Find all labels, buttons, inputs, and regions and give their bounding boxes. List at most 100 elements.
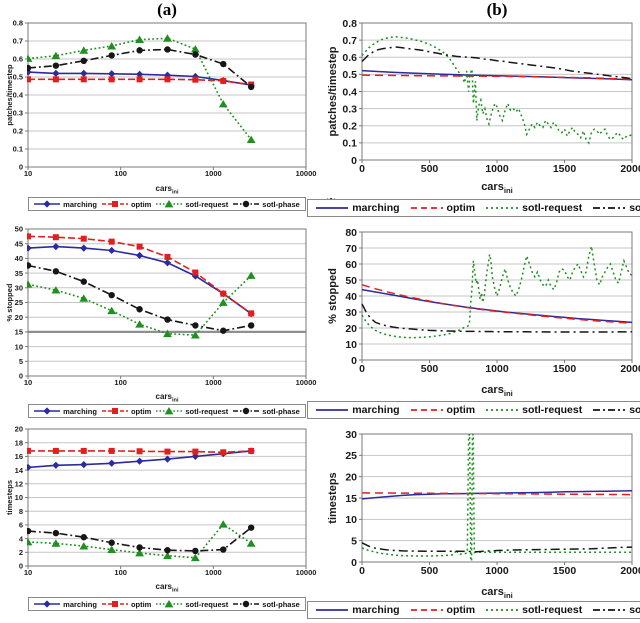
legend-sample-optim [101, 201, 128, 207]
legend-item-sotl-request: sotl-request [486, 404, 582, 416]
svg-text:50: 50 [15, 225, 23, 234]
legend-label-sotl-request: sotl-request [185, 599, 229, 609]
legend-item-sotl-request: sotl-request [156, 406, 228, 416]
svg-text:60: 60 [345, 259, 357, 271]
svg-text:40: 40 [345, 291, 357, 303]
svg-text:10000: 10000 [296, 568, 317, 577]
x-axis-label-b-ii: carsini [362, 384, 632, 398]
legend-sample-marching [34, 200, 61, 208]
legend-a-iii: marching optim sotl-request sotl-phase [28, 597, 306, 611]
svg-text:5: 5 [19, 357, 23, 366]
svg-text:0.7: 0.7 [13, 37, 23, 46]
legend-label-marching: marching [63, 199, 97, 209]
svg-text:0.3: 0.3 [13, 109, 23, 118]
legend-sample-sotl-request [156, 600, 183, 608]
x-axis-label-base: cars [481, 586, 504, 598]
x-axis-label-b-i: carsini [362, 181, 632, 195]
svg-text:10: 10 [15, 493, 23, 502]
svg-text:1500: 1500 [553, 163, 577, 175]
series-sotl-request [361, 35, 633, 145]
x-axis-label-base: cars [155, 184, 172, 193]
chart-a-i: 0 0.1 0.2 0.3 0.4 0.5 0.6 0.7 0.8 10 100 1000 10000 [13, 19, 317, 178]
svg-text:70: 70 [345, 243, 357, 255]
legend-sample-optim [410, 409, 443, 411]
svg-text:30: 30 [345, 429, 357, 441]
svg-text:14: 14 [15, 466, 24, 475]
x-axis-label-sub: ini [503, 591, 513, 601]
chart-a-ii: 0 5 10 15 20 25 30 35 40 45 50 10 100 1000 10000 [15, 225, 317, 387]
legend-item-sotl-phase: sotl-phase [593, 604, 640, 616]
svg-text:50: 50 [345, 275, 357, 287]
legend-box: marching optim sotl-request sotl-phase [28, 404, 306, 418]
markers-sotl-phase [27, 524, 255, 555]
svg-text:1000: 1000 [485, 363, 509, 375]
y-axis-label-a-iii: timesteps [5, 480, 14, 516]
svg-text:20: 20 [345, 323, 357, 335]
svg-text:40: 40 [15, 254, 23, 263]
svg-text:0: 0 [359, 363, 365, 375]
column-title-b: (b) [486, 0, 508, 19]
x-axis-label-base: cars [155, 392, 172, 401]
markers-sotl-phase [27, 262, 255, 334]
legend-label-sotl-phase: sotl-phase [262, 199, 300, 209]
legend-item-optim: optim [101, 199, 151, 209]
x-axis-label-sub: ini [503, 186, 513, 196]
svg-text:10000: 10000 [296, 169, 317, 178]
svg-text:6: 6 [19, 521, 23, 530]
svg-text:35: 35 [15, 269, 23, 278]
x-axis-label-a-i: carsini [28, 184, 306, 196]
svg-text:0.7: 0.7 [342, 35, 357, 47]
legend-label-marching: marching [352, 604, 400, 616]
svg-text:25: 25 [345, 450, 357, 462]
chart-b-i: 0 0.1 0.2 0.3 0.4 0.5 0.6 0.7 0.8 0 500 1000 1500 200… [342, 18, 640, 175]
legend-b-i: marching optim sotl-request sotl-phase [307, 199, 640, 217]
markers-sotl-request [27, 271, 256, 339]
column-title-a: (a) [157, 0, 177, 19]
svg-text:1000: 1000 [485, 565, 509, 577]
legend-label-marching: marching [63, 406, 97, 416]
svg-text:10: 10 [345, 339, 357, 351]
svg-text:1000: 1000 [205, 169, 222, 178]
legend-b-iii: marching optim sotl-request sotl-phase [307, 601, 640, 619]
svg-text:2: 2 [19, 548, 23, 557]
svg-text:1000: 1000 [485, 163, 509, 175]
x-axis-label-sub: ini [171, 397, 179, 404]
y-axis-label-a-i: patches/timestep [5, 64, 14, 126]
x-axis-label-b-iii: carsini [362, 586, 632, 600]
legend-sample-sotl-phase [233, 407, 260, 415]
legend-item-sotl-phase: sotl-phase [233, 406, 300, 416]
legend-b-ii: marching optim sotl-request sotl-phase [307, 401, 640, 419]
svg-text:20: 20 [345, 471, 357, 483]
svg-text:0: 0 [359, 565, 365, 577]
legend-box: marching optim sotl-request sotl-phase [28, 197, 306, 211]
legend-label-sotl-request: sotl-request [522, 202, 583, 214]
legend-label-optim: optim [130, 406, 152, 416]
svg-text:0.4: 0.4 [342, 86, 357, 98]
svg-text:0.1: 0.1 [342, 138, 357, 150]
legend-item-optim: optim [101, 599, 151, 609]
svg-text:30: 30 [15, 284, 23, 293]
svg-text:10: 10 [24, 169, 32, 178]
y-axis-label-b-iii: timesteps [327, 472, 339, 524]
svg-text:0: 0 [351, 355, 357, 367]
svg-text:30: 30 [345, 307, 357, 319]
markers-optim [27, 233, 255, 317]
svg-text:0.6: 0.6 [13, 55, 23, 64]
legend-label-marching: marching [352, 404, 400, 416]
svg-text:45: 45 [15, 239, 23, 248]
legend-item-sotl-request: sotl-request [156, 599, 228, 609]
markers-optim [27, 76, 255, 88]
svg-text:1500: 1500 [553, 565, 577, 577]
legend-item-sotl-request: sotl-request [156, 199, 228, 209]
svg-text:8: 8 [19, 507, 23, 516]
svg-text:10000: 10000 [296, 378, 317, 387]
legend-sample-sotl-phase [593, 409, 626, 411]
x-axis-label-sub: ini [171, 189, 179, 196]
legend-sample-optim [410, 207, 443, 209]
legend-sample-optim [101, 408, 128, 414]
svg-text:18: 18 [15, 438, 23, 447]
